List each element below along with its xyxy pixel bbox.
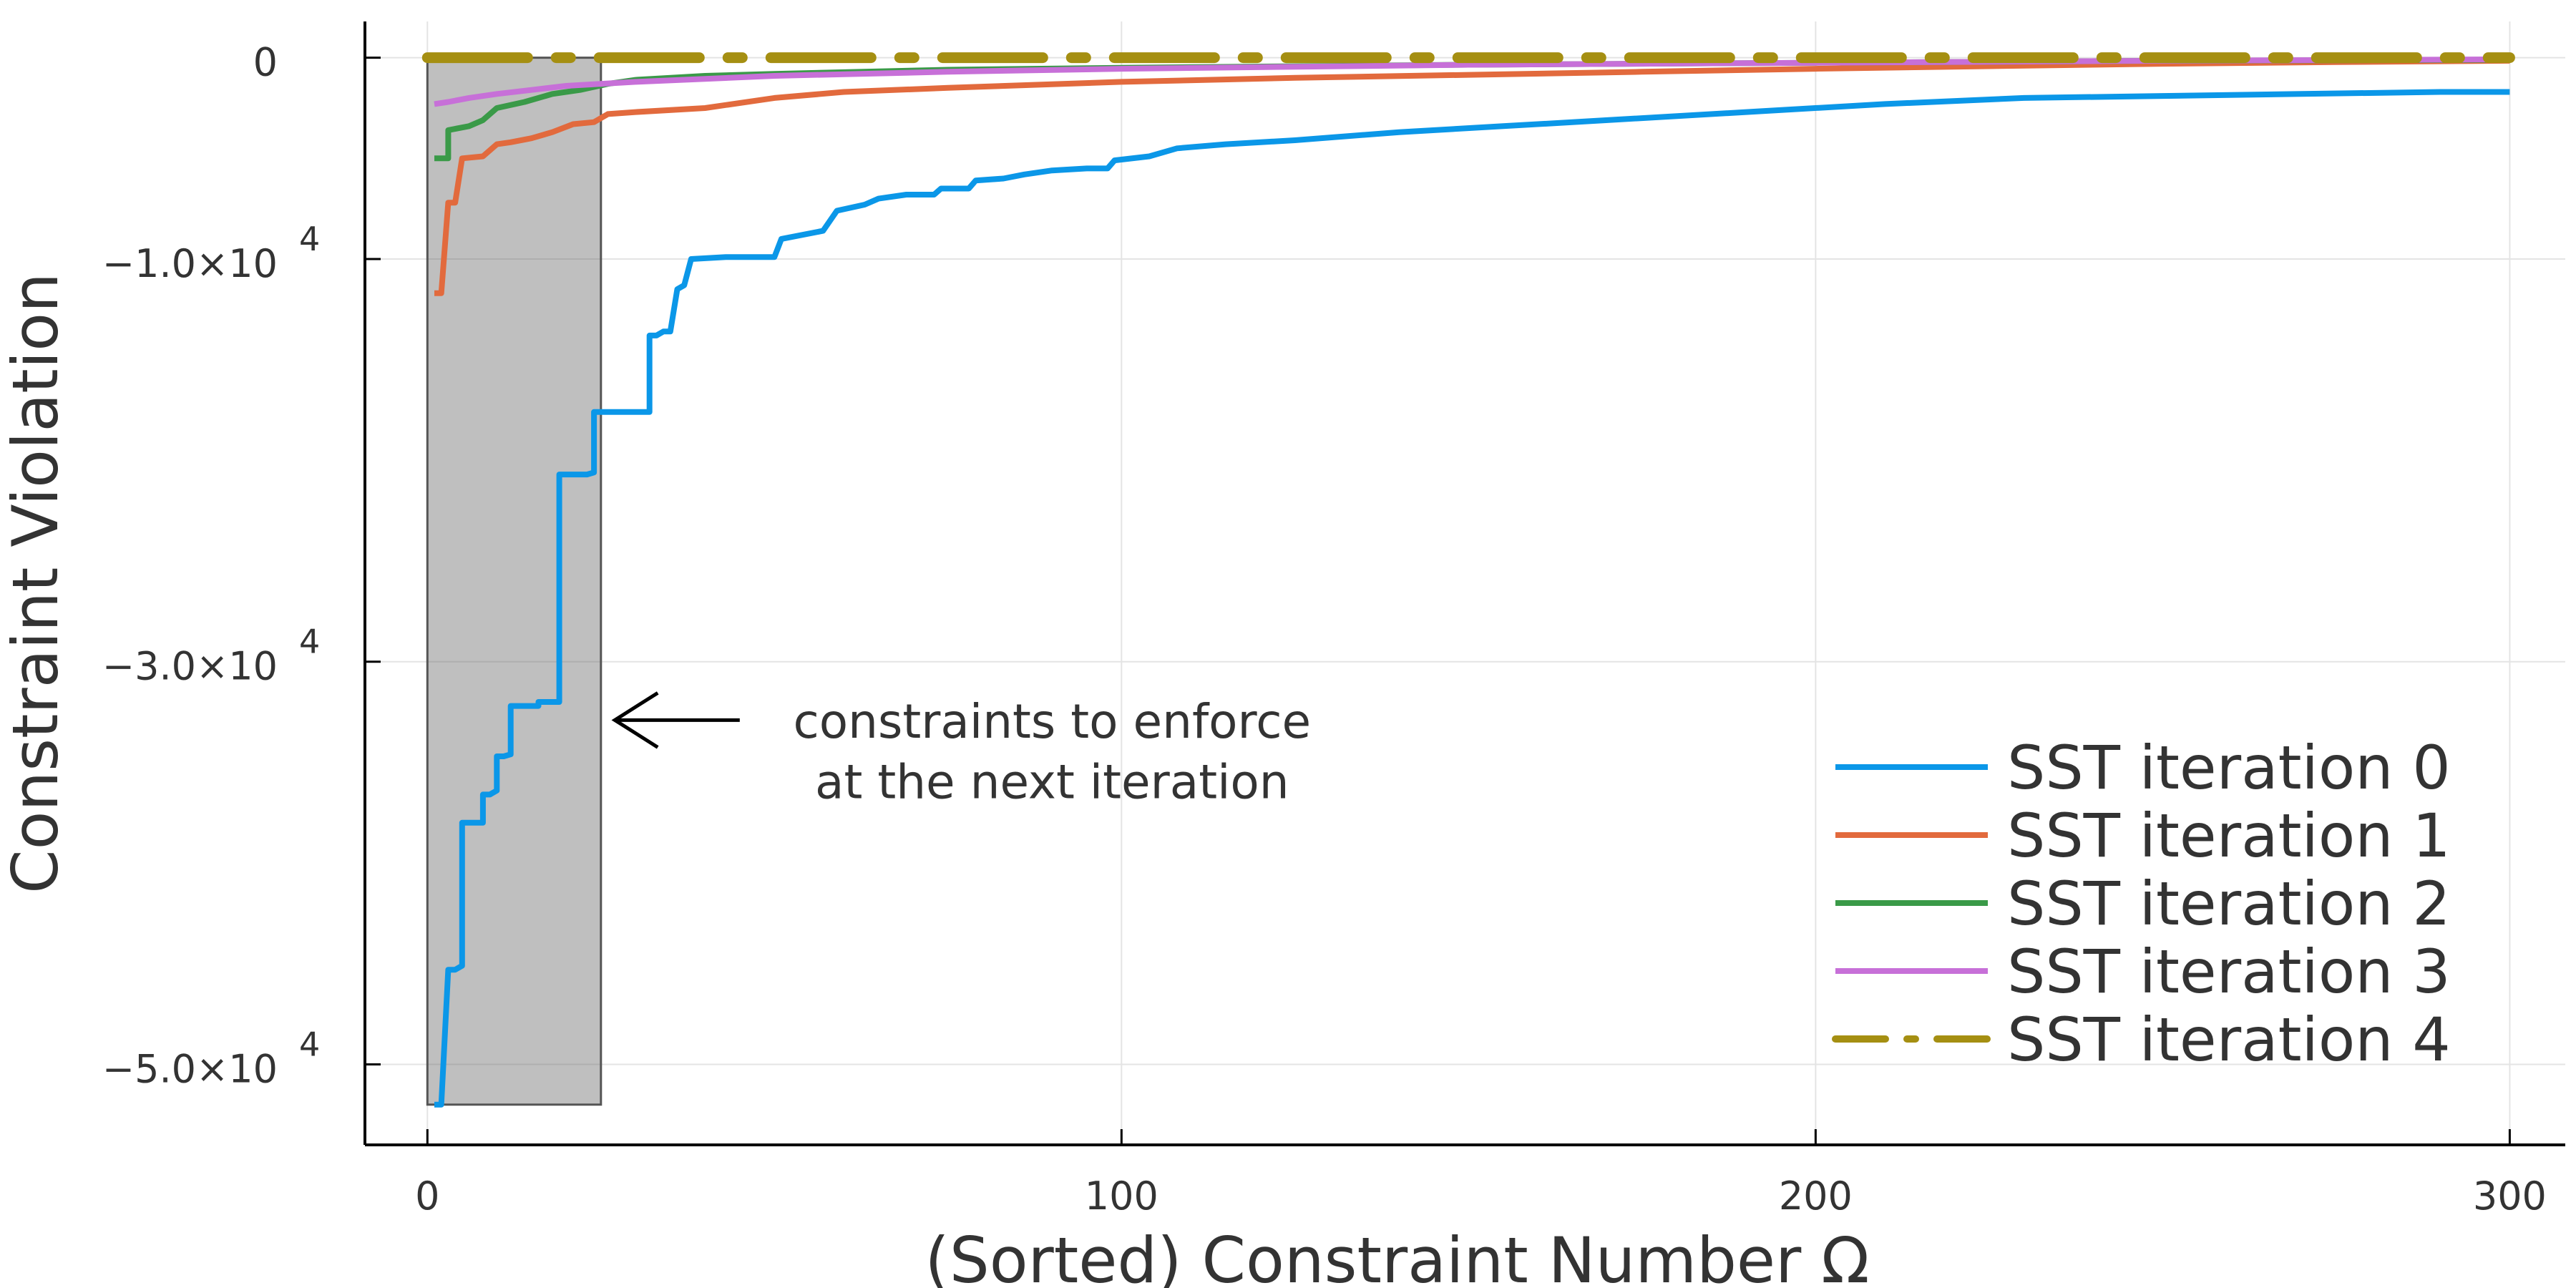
annotation-arrow-head bbox=[611, 691, 659, 749]
series-line-3 bbox=[434, 56, 2510, 107]
series-line-0 bbox=[434, 89, 2510, 1108]
y-tick-label: 0 bbox=[253, 40, 278, 85]
series-line-1 bbox=[434, 57, 2510, 296]
annotation-layer: constraints to enforce at the next iterat… bbox=[611, 691, 1312, 810]
series-layer bbox=[421, 52, 2515, 1108]
axes-layer: 0 100 200 300 0 −1.0×10 4 −3.0×10 4 −5.0×10 4 bbox=[102, 21, 2565, 1219]
legend-label-4: SST iteration 4 bbox=[2007, 1005, 2451, 1075]
y-tick-exponent: 4 bbox=[299, 220, 320, 258]
y-tick-label: −1.0×10 bbox=[102, 241, 278, 286]
legend-label-3: SST iteration 3 bbox=[2007, 937, 2451, 1007]
x-tick-label: 0 bbox=[415, 1174, 439, 1219]
x-tick-label: 100 bbox=[1085, 1174, 1158, 1219]
legend-label-2: SST iteration 2 bbox=[2007, 869, 2451, 939]
y-tick-exponent: 4 bbox=[299, 1025, 320, 1063]
x-axis-title: (Sorted) Constraint Number Ω bbox=[925, 1224, 1870, 1288]
annotation-text: at the next iteration bbox=[815, 755, 1289, 810]
y-tick-label: −5.0×10 bbox=[102, 1046, 278, 1091]
annotation-text: constraints to enforce bbox=[794, 694, 1312, 749]
x-tick-label: 300 bbox=[2473, 1174, 2547, 1219]
y-axis-title: Constraint Violation bbox=[0, 273, 72, 894]
y-tick-exponent: 4 bbox=[299, 623, 320, 661]
legend-label-0: SST iteration 0 bbox=[2007, 733, 2451, 803]
y-tick-label: −3.0×10 bbox=[102, 644, 278, 689]
highlight-layer bbox=[426, 57, 602, 1106]
highlight-region bbox=[426, 57, 602, 1106]
legend-label-1: SST iteration 1 bbox=[2007, 801, 2451, 871]
x-tick-label: 200 bbox=[1779, 1174, 1853, 1219]
